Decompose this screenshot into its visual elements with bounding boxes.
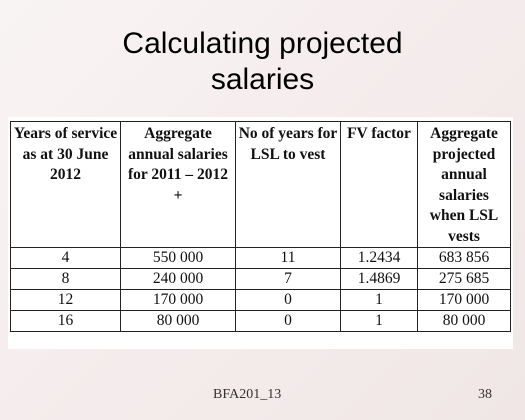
table-cell: 80 000 — [120, 310, 236, 332]
header-years-to-vest: No of years for LSL to vest — [235, 121, 341, 248]
slide-title: Calculating projected salaries — [0, 26, 525, 98]
table-header-row: Years of service as at 30 June 2012 Aggr… — [10, 121, 511, 248]
table-cell: 1 — [340, 310, 418, 332]
header-fv-factor: FV factor — [340, 121, 418, 248]
table-cell: 80 000 — [417, 310, 511, 332]
table-cell: 4 — [10, 247, 121, 269]
table-cell: 7 — [235, 268, 341, 290]
salary-table: Years of service as at 30 June 2012 Aggr… — [10, 121, 511, 332]
table-cell: 170 000 — [120, 289, 236, 311]
table-cell: 11 — [235, 247, 341, 269]
header-aggregate-annual-salaries: Aggregate annual salaries for 2011 – 201… — [120, 121, 236, 248]
table-cell: 1.2434 — [340, 247, 418, 269]
table-cell: 1 — [340, 289, 418, 311]
table-row: 4 550 000 11 1.2434 683 856 — [10, 247, 511, 269]
table-cell: 0 — [235, 289, 341, 311]
table-cell: 8 — [10, 268, 121, 290]
table-row: 8 240 000 7 1.4869 275 685 — [10, 268, 511, 290]
table-cell: 275 685 — [417, 268, 511, 290]
table-cell: 16 — [10, 310, 121, 332]
slide-title-line-2: salaries — [210, 63, 315, 96]
header-projected-salaries: Aggregate projected annual salaries when… — [417, 121, 511, 248]
table-cell: 12 — [10, 289, 121, 311]
page-number: 38 — [478, 387, 492, 402]
table-cell: 683 856 — [417, 247, 511, 269]
table-panel: Years of service as at 30 June 2012 Aggr… — [8, 117, 513, 349]
table-row: 12 170 000 0 1 170 000 — [10, 289, 511, 311]
table-cell: 0 — [235, 310, 341, 332]
slide-title-line-1: Calculating projected — [122, 27, 403, 60]
table-cell: 550 000 — [120, 247, 236, 269]
header-years-of-service: Years of service as at 30 June 2012 — [10, 121, 121, 248]
table-cell: 240 000 — [120, 268, 236, 290]
footer-course-code: BFA201_13 — [213, 387, 282, 402]
table-cell: 1.4869 — [340, 268, 418, 290]
table-cell: 170 000 — [417, 289, 511, 311]
table-row: 16 80 000 0 1 80 000 — [10, 310, 511, 332]
